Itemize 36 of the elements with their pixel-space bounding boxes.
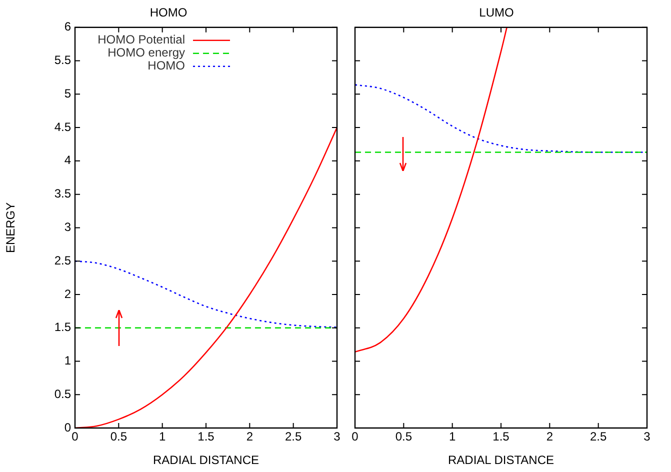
y-tick-label: 5 bbox=[64, 86, 72, 100]
x-tick-label: 2 bbox=[546, 430, 554, 444]
x-tick-label: 1 bbox=[448, 430, 456, 444]
legend-label: HOMO bbox=[148, 58, 185, 73]
x-tick-label: 0.5 bbox=[395, 430, 412, 444]
x-tick-label: 1 bbox=[158, 430, 166, 444]
x-axis-title: RADIAL DISTANCE bbox=[448, 453, 554, 468]
y-tick-label: 1 bbox=[64, 354, 72, 368]
x-tick-label: 2.5 bbox=[590, 430, 607, 444]
y-tick-label: 0.5 bbox=[54, 386, 72, 401]
x-tick-label: 1.5 bbox=[492, 430, 510, 444]
x-tick-label: 0.5 bbox=[110, 430, 128, 444]
y-tick-label: 2.5 bbox=[54, 253, 72, 268]
y-tick-label: 4 bbox=[64, 153, 72, 168]
x-tick-label: 3 bbox=[334, 430, 341, 444]
y-tick-label: 5.5 bbox=[54, 53, 72, 68]
y-tick-label: 3.5 bbox=[54, 186, 72, 201]
y-tick-label: 6 bbox=[64, 20, 72, 34]
legend-label: HOMO Potential bbox=[98, 32, 185, 47]
y-tick-label: 2 bbox=[64, 286, 72, 301]
x-axis-title: RADIAL DISTANCE bbox=[152, 453, 260, 468]
y-axis-title: ENERGY bbox=[4, 202, 18, 254]
x-tick-label: 3 bbox=[644, 430, 651, 444]
x-tick-label: 2.5 bbox=[284, 430, 302, 444]
x-tick-label: 0 bbox=[352, 430, 359, 444]
x-tick-label: 2 bbox=[246, 430, 254, 444]
y-tick-label: 3 bbox=[64, 220, 72, 234]
line-series bbox=[75, 126, 337, 428]
y-tick-label: 4.5 bbox=[54, 120, 72, 134]
x-tick-label: 1.5 bbox=[198, 430, 215, 444]
legend-label: HOMO energy bbox=[108, 46, 185, 60]
chart-title: LUMO bbox=[479, 6, 514, 20]
line-series bbox=[75, 260, 337, 328]
y-tick-label: 1.5 bbox=[54, 320, 72, 334]
chart-title: HOMO bbox=[150, 6, 188, 20]
y-tick-label: 0 bbox=[64, 420, 72, 434]
